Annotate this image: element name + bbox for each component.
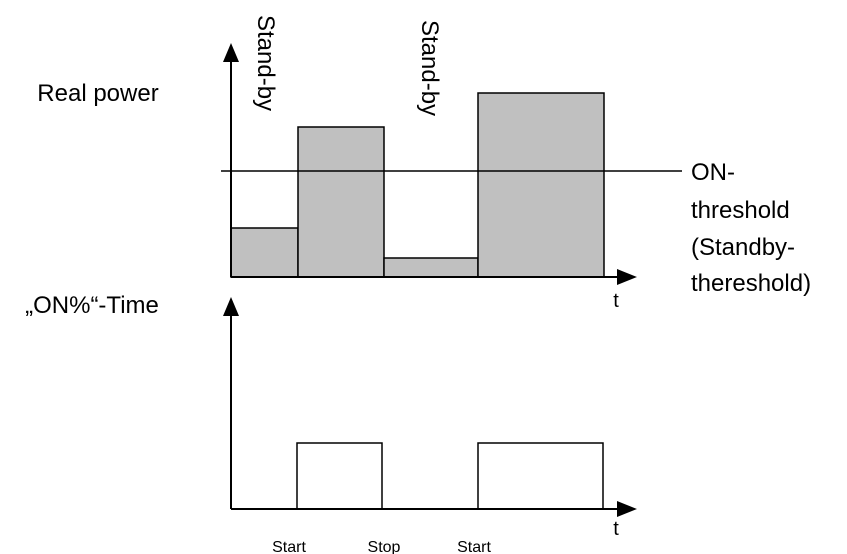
power-bar-standby-2 <box>383 257 479 278</box>
lower-plot: „ON%“-Time t Start Stop Start <box>25 292 637 554</box>
time-y-label: „ON%“-Time <box>25 292 159 319</box>
power-x-label: t <box>613 290 619 312</box>
power-y-arrowhead <box>223 43 239 62</box>
time-x-label: t <box>613 518 619 540</box>
threshold-label-line: thereshold) <box>691 270 811 297</box>
threshold-label-line: ON- <box>691 159 735 186</box>
threshold-label: ON- threshold (Standby- thereshold) <box>691 159 811 297</box>
power-bar-standby-1 <box>230 227 299 278</box>
time-y-arrowhead <box>223 297 239 316</box>
standby-label: Stand-by <box>252 15 279 111</box>
threshold-label-line: (Standby- <box>691 234 795 261</box>
on-pulse-1 <box>296 442 383 510</box>
threshold-label-line: threshold <box>691 197 790 224</box>
power-bar-on-1 <box>297 126 385 278</box>
upper-plot: Real power t ON- threshold (Standby- the… <box>37 15 811 312</box>
power-x-arrowhead <box>617 269 637 285</box>
power-bar-on-2 <box>477 92 605 278</box>
time-x-arrowhead <box>617 501 637 517</box>
power-y-label: Real power <box>37 80 158 107</box>
on-pulse-2 <box>477 442 604 510</box>
event-label-start: Start <box>457 539 491 554</box>
standby-label: Stand-by <box>416 20 443 116</box>
event-label-stop: Stop <box>368 539 401 554</box>
event-label-start: Start <box>272 539 306 554</box>
